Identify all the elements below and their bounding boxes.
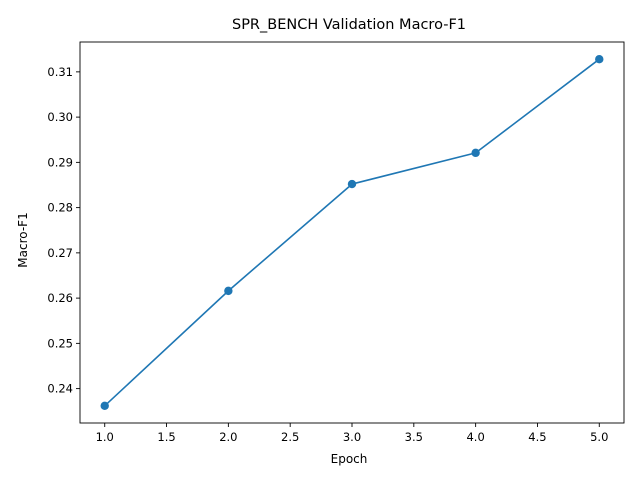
plot-area: 1.0 1.5 2.0 2.5 3.0 3.5 4.0 4.5 5.0 0.24 0.25 0.26 0… bbox=[47, 41, 625, 444]
y-tick-label: 0.27 bbox=[47, 246, 73, 260]
data-point bbox=[100, 401, 109, 411]
x-tick-label: 3.0 bbox=[343, 430, 361, 444]
y-tick-label: 0.25 bbox=[47, 336, 73, 350]
data-point bbox=[595, 54, 604, 64]
y-axis-label: Macro-F1 bbox=[16, 212, 30, 267]
x-tick-label: 4.0 bbox=[466, 430, 484, 444]
series-line bbox=[104, 58, 600, 407]
axes-frame bbox=[79, 41, 625, 424]
x-tick-label: 4.5 bbox=[528, 430, 546, 444]
y-tick-label: 0.26 bbox=[47, 291, 73, 305]
y-tick-label: 0.29 bbox=[47, 155, 73, 169]
x-tick-label: 1.0 bbox=[96, 430, 114, 444]
y-tick-label: 0.30 bbox=[47, 110, 73, 124]
x-tick-label: 2.5 bbox=[281, 430, 299, 444]
data-point bbox=[347, 179, 357, 189]
x-axis-label: Epoch bbox=[331, 452, 368, 466]
x-tick-label: 1.5 bbox=[157, 430, 175, 444]
data-point bbox=[471, 148, 480, 158]
y-tick-label: 0.24 bbox=[47, 382, 73, 396]
x-tick-label: 3.5 bbox=[405, 430, 423, 444]
x-tick-label: 2.0 bbox=[219, 430, 237, 444]
data-point bbox=[224, 286, 233, 296]
y-tick-label: 0.31 bbox=[47, 65, 73, 79]
x-tick-label: 5.0 bbox=[590, 430, 608, 444]
chart-title: SPR_BENCH Validation Macro-F1 bbox=[232, 17, 466, 33]
y-tick-label: 0.28 bbox=[47, 201, 73, 215]
